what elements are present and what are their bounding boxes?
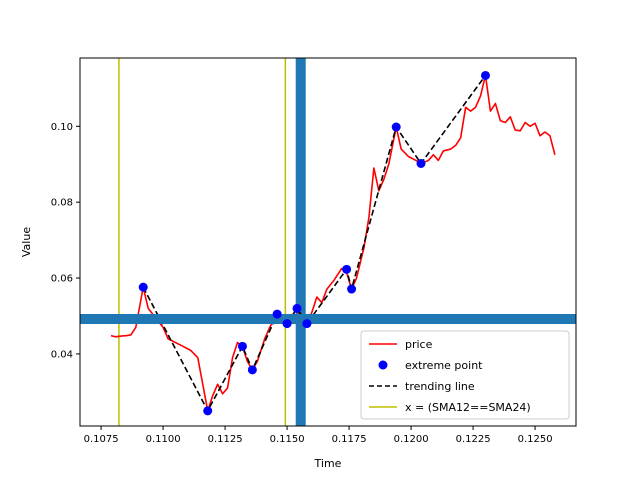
- legend-price-label: price: [405, 338, 433, 351]
- extreme-point-11: [416, 158, 426, 168]
- y-tick-label: 0.04: [51, 349, 73, 360]
- x-axis-label: Time: [314, 457, 342, 470]
- price-line: [110, 74, 556, 412]
- y-ticks: 0.04 0.06 0.08 0.10: [51, 122, 80, 360]
- extreme-point-10: [391, 122, 401, 132]
- legend-sma-cross-label: x = (SMA12==SMA24): [405, 401, 531, 414]
- legend: price extreme point trending line x = (S…: [360, 330, 570, 420]
- extreme-point-3: [247, 365, 257, 375]
- x-tick-label: 0.1225: [456, 434, 491, 445]
- x-tick-label: 0.1125: [208, 434, 243, 445]
- extreme-point-9: [347, 284, 357, 294]
- y-tick-label: 0.08: [51, 198, 73, 209]
- y-tick-label: 0.10: [51, 122, 73, 133]
- x-tick-label: 0.1250: [518, 434, 553, 445]
- x-tick-label: 0.1075: [84, 434, 119, 445]
- legend-box: [360, 330, 570, 420]
- x-ticks: 0.1075 0.1100 0.1125 0.1150 0.1175 0.1200 0.12…: [84, 426, 553, 445]
- extreme-point-6: [292, 303, 302, 313]
- extreme-point-1: [203, 406, 213, 416]
- extreme-points: [138, 70, 490, 416]
- extreme-point-12: [480, 70, 490, 80]
- legend-trending-line-label: trending line: [405, 380, 475, 393]
- vertical-lines: [118, 58, 306, 426]
- extreme-point-2: [237, 341, 247, 351]
- extreme-point-8: [342, 264, 352, 274]
- x-tick-label: 0.1175: [332, 434, 367, 445]
- extreme-point-5: [282, 319, 292, 329]
- x-tick-label: 0.1150: [270, 434, 305, 445]
- y-axis-label: Value: [20, 227, 33, 257]
- legend-extreme-point-swatch: [378, 360, 388, 370]
- extreme-point-4: [272, 309, 282, 319]
- legend-extreme-point-label: extreme point: [405, 359, 483, 372]
- x-tick-label: 0.1200: [394, 434, 429, 445]
- extreme-point-7: [302, 319, 312, 329]
- y-tick-label: 0.06: [51, 274, 73, 285]
- x-tick-label: 0.1100: [146, 434, 181, 445]
- extreme-point-0: [138, 282, 148, 292]
- plot-frame: [79, 57, 577, 427]
